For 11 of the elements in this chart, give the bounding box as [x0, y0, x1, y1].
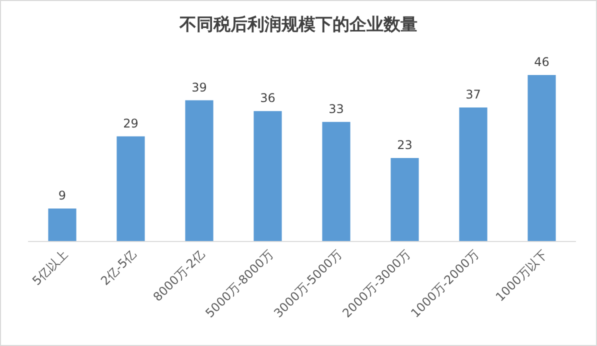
- data-label: 9: [58, 188, 66, 203]
- x-tick-label: 2亿-5亿: [98, 247, 139, 288]
- data-label: 46: [534, 55, 550, 69]
- title: 不同税后利润规模下的企业数量: [180, 15, 418, 35]
- x-tick-label: 5亿以上: [30, 247, 70, 288]
- data-label: 36: [260, 91, 276, 106]
- data-label: 37: [466, 87, 481, 102]
- data-label: 23: [397, 138, 412, 152]
- data-label: 33: [328, 102, 344, 116]
- data-label: 39: [192, 80, 207, 94]
- data-label: 29: [123, 116, 138, 130]
